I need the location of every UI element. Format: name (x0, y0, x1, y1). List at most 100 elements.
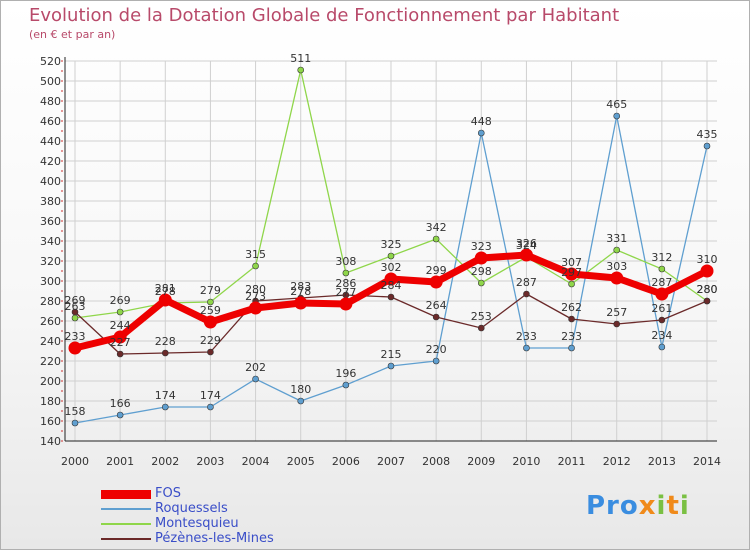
x-tick-label: 2004 (242, 455, 270, 468)
data-point (68, 341, 82, 355)
y-tick-label: 500 (40, 75, 61, 88)
data-point (523, 344, 530, 352)
x-tick-label: 2003 (196, 455, 224, 468)
y-tick-label: 220 (40, 355, 61, 368)
data-label: 264 (426, 299, 447, 312)
data-point (658, 265, 666, 273)
data-point (519, 248, 533, 262)
data-label: 253 (471, 310, 492, 323)
data-point (474, 251, 488, 265)
y-tick-label: 520 (40, 55, 61, 68)
x-tick-label: 2000 (61, 455, 89, 468)
data-label: 435 (697, 128, 718, 141)
data-label: 228 (155, 335, 176, 348)
data-point (161, 349, 169, 357)
data-label: 308 (335, 255, 356, 268)
data-point (613, 320, 621, 328)
data-point (207, 298, 214, 306)
data-label: 315 (245, 248, 266, 261)
x-tick-label: 2013 (648, 455, 676, 468)
data-point (113, 330, 127, 344)
data-label: 312 (651, 251, 672, 264)
data-label: 280 (697, 283, 718, 296)
data-point (116, 350, 124, 358)
x-tick-label: 2012 (603, 455, 631, 468)
data-point (71, 308, 79, 316)
data-label: 326 (516, 237, 537, 250)
legend-item-fos: FOS (101, 486, 301, 502)
y-tick-label: 420 (40, 155, 61, 168)
data-point (203, 315, 217, 329)
data-point (568, 280, 575, 288)
data-point (116, 411, 124, 419)
legend-label-fos: FOS (155, 486, 181, 501)
data-label: 280 (697, 283, 718, 296)
data-label: 286 (335, 277, 356, 290)
data-point (568, 315, 575, 323)
data-label: 215 (381, 348, 402, 361)
chart-title: Evolution de la Dotation Globale de Fonc… (29, 5, 620, 26)
data-point (116, 308, 124, 316)
data-label: 257 (606, 306, 627, 319)
data-label: 269 (110, 294, 131, 307)
data-label: 174 (155, 389, 176, 402)
legend-swatch-pezenes (101, 538, 151, 540)
data-point (384, 272, 398, 286)
data-point (249, 301, 263, 315)
data-label: 324 (516, 239, 537, 252)
data-label: 302 (381, 261, 402, 274)
data-point (207, 348, 214, 356)
legend-item-pezenes: Pézènes-les-Mines (101, 531, 301, 547)
data-point (161, 403, 169, 411)
data-label: 196 (335, 367, 356, 380)
data-point (252, 375, 259, 383)
data-label: 227 (110, 336, 131, 349)
x-tick-label: 2014 (693, 455, 721, 468)
data-label: 323 (471, 240, 492, 253)
y-tick-label: 460 (40, 115, 61, 128)
data-label: 263 (65, 300, 86, 313)
data-point (387, 293, 395, 301)
data-point (658, 343, 666, 351)
data-point (432, 357, 440, 365)
x-tick-label: 2009 (467, 455, 495, 468)
data-point (655, 287, 669, 301)
data-point (565, 267, 579, 281)
y-tick-label: 260 (40, 315, 61, 328)
data-label: 158 (65, 405, 86, 418)
data-label: 278 (155, 285, 176, 298)
data-label: 233 (65, 330, 86, 343)
data-label: 261 (651, 302, 672, 315)
x-tick-label: 2008 (422, 455, 450, 468)
legend-swatch-fos (101, 490, 151, 499)
data-label: 277 (335, 286, 356, 299)
legend-swatch-roquessels (101, 508, 151, 510)
data-label: 220 (426, 343, 447, 356)
data-label: 259 (200, 304, 221, 317)
legend-item-montesquieu: Montesquieu (101, 516, 301, 532)
data-label: 287 (516, 276, 537, 289)
x-tick-label: 2010 (512, 455, 540, 468)
y-tick-label: 320 (40, 255, 61, 268)
data-label: 202 (245, 361, 266, 374)
data-label: 325 (381, 238, 402, 251)
data-label: 262 (561, 301, 582, 314)
data-point (700, 264, 714, 278)
data-point (658, 316, 666, 324)
data-label: 287 (651, 276, 672, 289)
data-label: 280 (245, 283, 266, 296)
data-label: 310 (697, 253, 718, 266)
data-label: 297 (561, 266, 582, 279)
data-label: 278 (290, 285, 311, 298)
data-label: 465 (606, 98, 627, 111)
data-point (477, 129, 485, 137)
chart-subtitle: (en € et par an) (29, 28, 116, 41)
y-tick-label: 200 (40, 375, 61, 388)
y-tick-label: 440 (40, 135, 61, 148)
data-point (342, 381, 350, 389)
data-point (71, 419, 79, 427)
data-point (568, 344, 575, 352)
legend-label-roquessels: Roquessels (155, 501, 228, 516)
data-label: 273 (245, 290, 266, 303)
